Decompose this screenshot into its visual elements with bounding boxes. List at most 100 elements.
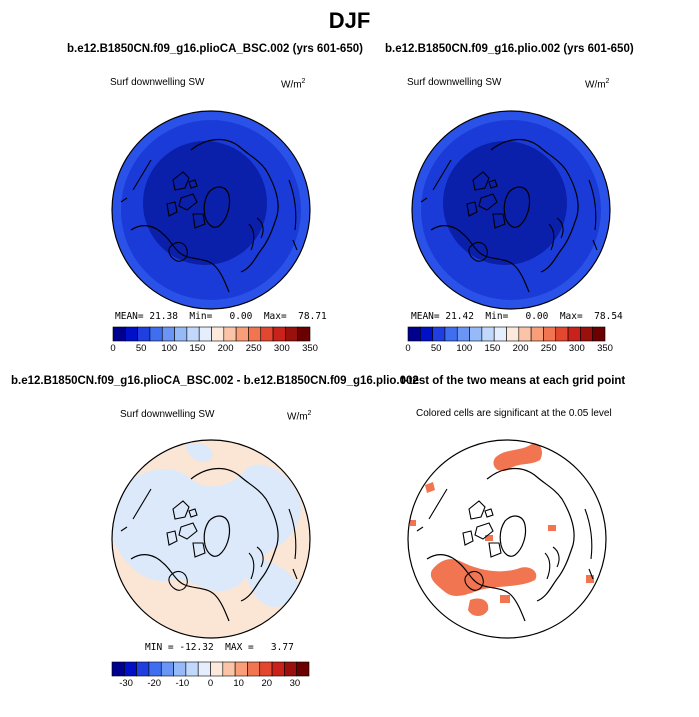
colorbar-box — [518, 326, 532, 342]
colorbar-box — [223, 326, 237, 342]
colorbar-box — [136, 661, 150, 677]
panel3-field-negative-3 — [185, 443, 213, 462]
panel1-units: W/m2 — [281, 78, 306, 91]
panel2-subtitle: Surf downwelling SW — [407, 77, 502, 88]
colorbar-box — [456, 326, 470, 342]
colorbar-box — [259, 661, 273, 677]
colorbar-tick-label: 200 — [217, 343, 234, 354]
colorbar-tick-label: 250 — [540, 343, 557, 354]
colorbar-box — [111, 661, 125, 677]
colorbar-tick-label: 150 — [189, 343, 206, 354]
panel4-map — [407, 439, 607, 639]
colorbar-box — [247, 661, 261, 677]
panel4-map-border — [407, 439, 607, 639]
panel2-units: W/m2 — [585, 78, 610, 91]
colorbar-box — [285, 326, 298, 342]
panel3-stats: MIN = -12.32 MAX = 3.77 — [145, 642, 294, 653]
colorbar-tick-label: -20 — [147, 678, 162, 689]
colorbar-box — [174, 326, 188, 342]
panel1-subtitle: Surf downwelling SW — [110, 77, 205, 88]
panel3-colorbar — [111, 661, 310, 677]
panel1-map — [111, 110, 311, 310]
panel3-title: b.e12.B1850CN.f09_g16.plioCA_BSC.002 - b… — [11, 375, 419, 387]
colorbar-tick-label: -10 — [175, 678, 190, 689]
panel3-subtitle: Surf downwelling SW — [120, 409, 215, 420]
colorbar-tick-label: 350 — [302, 343, 318, 354]
colorbar-tick-label: -30 — [119, 678, 133, 689]
colorbar-box — [124, 661, 137, 677]
panel1-stats: MEAN= 21.38 Min= 0.00 Max= 78.71 — [115, 311, 327, 322]
colorbar-tick-label: 100 — [456, 343, 473, 354]
colorbar-tick-label: 10 — [233, 678, 244, 689]
colorbar-box — [444, 326, 458, 342]
colorbar-tick-label: 20 — [261, 678, 273, 689]
colorbar-box — [297, 326, 311, 342]
colorbar-tick-label: 150 — [484, 343, 501, 354]
colorbar-box — [555, 326, 569, 342]
colorbar-box — [407, 326, 421, 342]
panel3-map — [111, 439, 311, 639]
colorbar-box — [210, 661, 224, 677]
panel1-colorbar — [112, 326, 311, 342]
panel2-colorbar — [407, 326, 606, 342]
panel2-map-border — [411, 110, 611, 310]
colorbar-box — [506, 326, 520, 342]
colorbar-box — [271, 661, 285, 677]
colorbar-tick-label: 0 — [207, 678, 214, 689]
colorbar-box — [469, 326, 483, 342]
panel3-map-border — [111, 439, 311, 639]
colorbar-tick-label: 300 — [273, 343, 290, 354]
colorbar-box — [160, 661, 174, 677]
colorbar-tick-label: 0 — [405, 343, 411, 354]
colorbar-box — [211, 326, 225, 342]
colorbar-box — [284, 661, 297, 677]
colorbar-box — [149, 326, 163, 342]
colorbar-box — [567, 326, 581, 342]
colorbar-tick-label: 350 — [597, 343, 613, 354]
colorbar-box — [543, 326, 557, 342]
panel4-title: t-test of the two means at each grid poi… — [401, 375, 626, 387]
colorbar-box — [198, 326, 212, 342]
panel2-map — [411, 110, 611, 310]
panel3-units: W/m2 — [287, 410, 312, 423]
colorbar-box — [580, 326, 593, 342]
colorbar-box — [185, 661, 199, 677]
panel1-title: b.e12.B1850CN.f09_g16.plioCA_BSC.002 (yr… — [67, 43, 363, 55]
colorbar-box — [481, 326, 495, 342]
colorbar-tick-label: 100 — [161, 343, 178, 354]
colorbar-box — [137, 326, 151, 342]
colorbar-box — [235, 326, 249, 342]
page-title: DJF — [328, 8, 371, 33]
colorbar-box — [112, 326, 126, 342]
colorbar-box — [234, 661, 248, 677]
colorbar-tick-label: 300 — [568, 343, 585, 354]
panel4-subtitle: Colored cells are significant at the 0.0… — [416, 408, 612, 419]
colorbar-box — [592, 326, 606, 342]
panel2-title: b.e12.B1850CN.f09_g16.plio.002 (yrs 601-… — [385, 43, 634, 55]
colorbar-box — [260, 326, 274, 342]
colorbar-box — [148, 661, 162, 677]
colorbar-box — [272, 326, 286, 342]
colorbar-box — [296, 661, 310, 677]
colorbar-box — [493, 326, 507, 342]
colorbar-tick-label: 0 — [110, 343, 116, 354]
colorbar-box — [420, 326, 433, 342]
colorbar-tick-label: 200 — [512, 343, 529, 354]
colorbar-box — [222, 661, 236, 677]
colorbar-box — [173, 661, 187, 677]
colorbar-box — [186, 326, 200, 342]
colorbar-box — [197, 661, 211, 677]
panel3-field-negative-2 — [244, 558, 300, 607]
colorbar-tick-label: 50 — [135, 343, 147, 354]
colorbar-box — [530, 326, 544, 342]
colorbar-box — [125, 326, 138, 342]
panel4-significant-cells — [410, 443, 594, 616]
panel2-stats: MEAN= 21.42 Min= 0.00 Max= 78.54 — [411, 311, 623, 322]
colorbar-tick-label: 30 — [289, 678, 301, 689]
panel1-map-border — [111, 110, 311, 310]
colorbar-box — [248, 326, 262, 342]
colorbar-tick-label: 250 — [245, 343, 262, 354]
colorbar-box — [161, 326, 175, 342]
colorbar-box — [432, 326, 446, 342]
